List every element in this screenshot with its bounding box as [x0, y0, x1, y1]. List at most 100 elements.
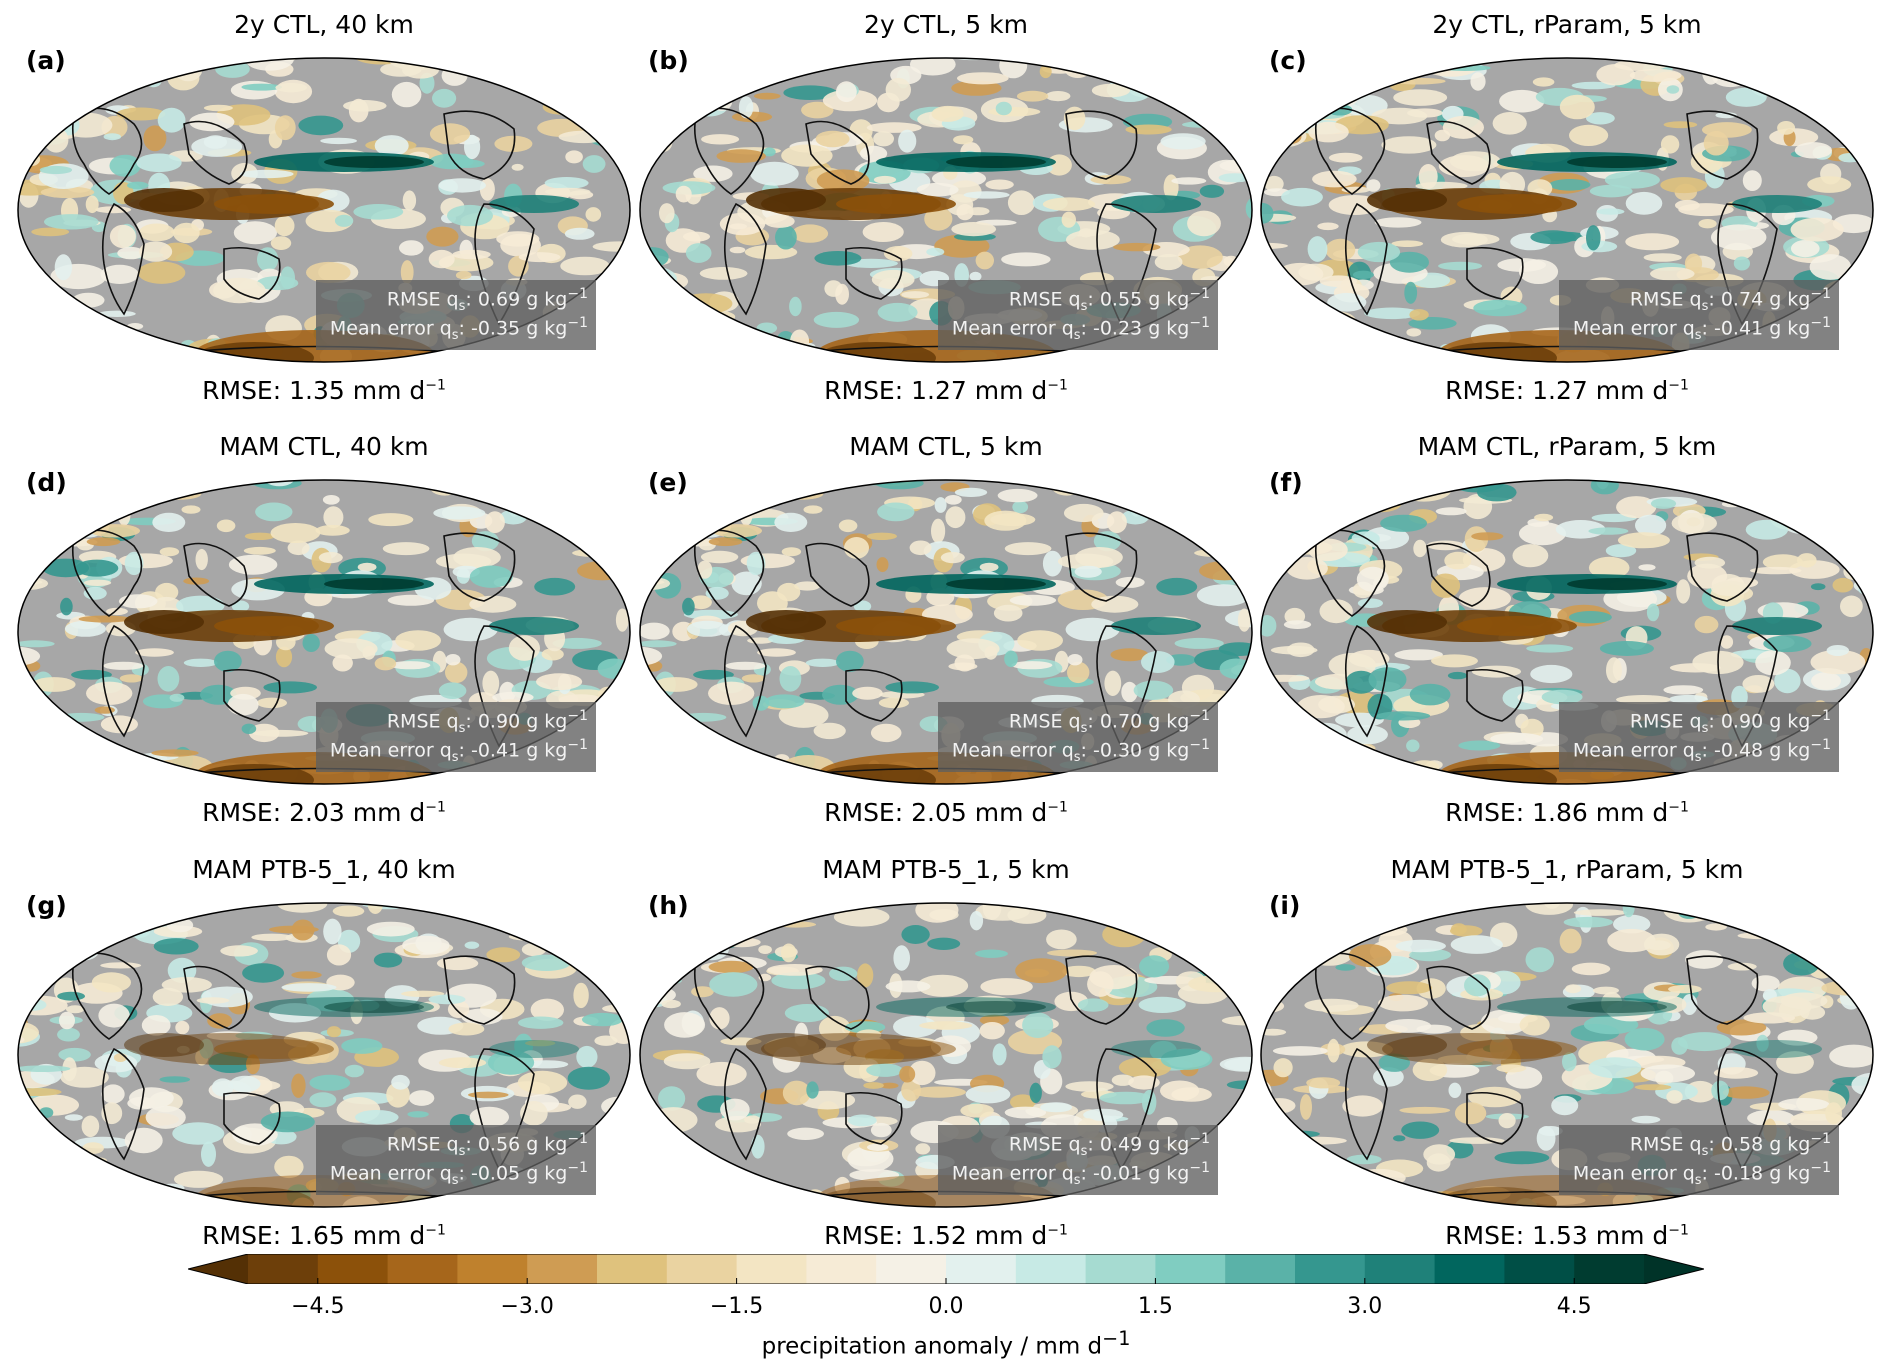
anomaly-blob	[857, 963, 874, 988]
anomaly-blob	[78, 615, 132, 623]
anomaly-blob	[441, 65, 468, 86]
anomaly-blob	[166, 917, 194, 933]
anomaly-blob	[448, 1022, 485, 1036]
anomaly-blob	[18, 107, 24, 129]
stats-box: RMSE qs: 0.69 g kg−1 Mean error qs: -0.35…	[316, 280, 596, 350]
anomaly-blob	[995, 101, 1012, 116]
anomaly-blob	[1413, 539, 1427, 558]
anomaly-blob	[564, 949, 598, 965]
anomaly-blob	[66, 1157, 111, 1175]
anomaly-blob	[709, 1007, 730, 1030]
anomaly-blob	[1498, 1113, 1516, 1129]
anomaly-blob	[1264, 1098, 1296, 1114]
anomaly-blob	[965, 1085, 1011, 1104]
anomaly-blob	[877, 502, 915, 522]
anomaly-blob	[44, 127, 69, 153]
anomaly-blob	[585, 207, 602, 222]
anomaly-band	[124, 188, 204, 212]
anomaly-blob	[1225, 750, 1248, 760]
anomaly-blob	[815, 777, 869, 784]
anomaly-blob	[1182, 502, 1226, 523]
anomaly-blob	[613, 978, 630, 1000]
anomaly-blob	[649, 82, 702, 93]
anomaly-blob	[30, 480, 76, 491]
anomaly-blob	[1448, 1082, 1462, 1098]
anomaly-blob	[640, 731, 648, 741]
anomaly-blob	[18, 520, 38, 546]
anomaly-band	[1567, 156, 1667, 168]
anomaly-blob	[18, 646, 41, 666]
coastline	[1065, 110, 1138, 180]
anomaly-blob	[787, 1127, 824, 1140]
anomaly-blob	[1406, 739, 1420, 752]
colorbar-segment	[1015, 1254, 1087, 1284]
anomaly-blob	[1305, 321, 1338, 333]
anomaly-blob	[911, 1086, 966, 1098]
anomaly-blob	[508, 911, 554, 928]
anomaly-blob	[1039, 64, 1052, 79]
anomaly-blob	[26, 525, 77, 543]
anomaly-blob	[1640, 1064, 1695, 1083]
rmse-qs-text: RMSE qs: 0.90 g kg−1	[386, 708, 588, 737]
anomaly-blob	[47, 1157, 71, 1180]
anomaly-blob	[1374, 217, 1422, 228]
anomaly-blob	[220, 945, 258, 957]
anomaly-blob	[1294, 1189, 1347, 1207]
anomaly-blob	[1325, 238, 1356, 261]
anomaly-blob	[502, 355, 542, 362]
anomaly-blob	[191, 136, 243, 157]
anomaly-blob	[244, 532, 275, 540]
map-panel: MAM CTL, 5 km (e) RMSE qs: 0.70 g kg−1 Mean…	[636, 432, 1256, 852]
anomaly-blob	[1801, 771, 1849, 784]
anomaly-blob	[1201, 931, 1218, 955]
anomaly-blob	[705, 499, 727, 521]
anomaly-blob	[64, 926, 92, 933]
anomaly-blob	[287, 540, 310, 556]
anomaly-blob	[997, 488, 1038, 503]
anomaly-blob	[20, 108, 73, 127]
colorbar-segment	[736, 1254, 807, 1284]
anomaly-blob	[1774, 668, 1801, 694]
anomaly-blob	[445, 661, 468, 684]
anomaly-blob	[1512, 544, 1549, 568]
stats-box: RMSE qs: 0.90 g kg−1 Mean error qs: -0.41…	[316, 702, 596, 772]
mean-error-qs-text: Mean error qs: -0.48 g kg−1	[1572, 737, 1831, 766]
anomaly-blob	[1499, 89, 1545, 113]
anomaly-blob	[140, 1195, 158, 1207]
anomaly-blob	[651, 322, 671, 340]
coastline	[183, 120, 248, 185]
mean-error-qs-text: Mean error qs: -0.35 g kg−1	[329, 315, 588, 344]
anomaly-blob	[653, 948, 683, 958]
anomaly-blob	[577, 561, 628, 581]
anomaly-blob	[615, 608, 629, 632]
anomaly-blob	[722, 75, 736, 84]
anomaly-blob	[1284, 903, 1334, 916]
map-outline	[639, 479, 1253, 785]
anomaly-blob	[1825, 1102, 1842, 1125]
anomaly-blob	[1705, 923, 1727, 931]
anomaly-blob	[879, 1082, 899, 1089]
anomaly-blob	[1376, 711, 1431, 721]
anomaly-blob	[1089, 903, 1145, 922]
anomaly-blob	[1281, 187, 1323, 207]
anomaly-blob	[1838, 1163, 1866, 1176]
anomaly-blob	[582, 155, 606, 173]
anomaly-blob	[1325, 753, 1359, 766]
anomaly-blob	[438, 1057, 487, 1069]
anomaly-blob	[438, 682, 467, 699]
anomaly-blob	[757, 648, 796, 657]
anomaly-blob	[685, 243, 712, 263]
anomaly-blob	[1261, 1163, 1277, 1184]
anomaly-blob	[931, 518, 946, 544]
anomaly-blob	[1001, 252, 1051, 267]
anomaly-blob	[1270, 507, 1301, 531]
anomaly-blob	[1796, 903, 1816, 927]
anomaly-blob	[59, 1011, 75, 1030]
anomaly-blob	[65, 903, 91, 929]
anomaly-blob	[640, 962, 655, 973]
anomaly-blob	[1174, 497, 1190, 507]
anomaly-blob	[86, 681, 133, 705]
anomaly-blob	[1684, 253, 1703, 274]
anomaly-blob	[433, 506, 486, 520]
anomaly-blob	[762, 349, 798, 362]
